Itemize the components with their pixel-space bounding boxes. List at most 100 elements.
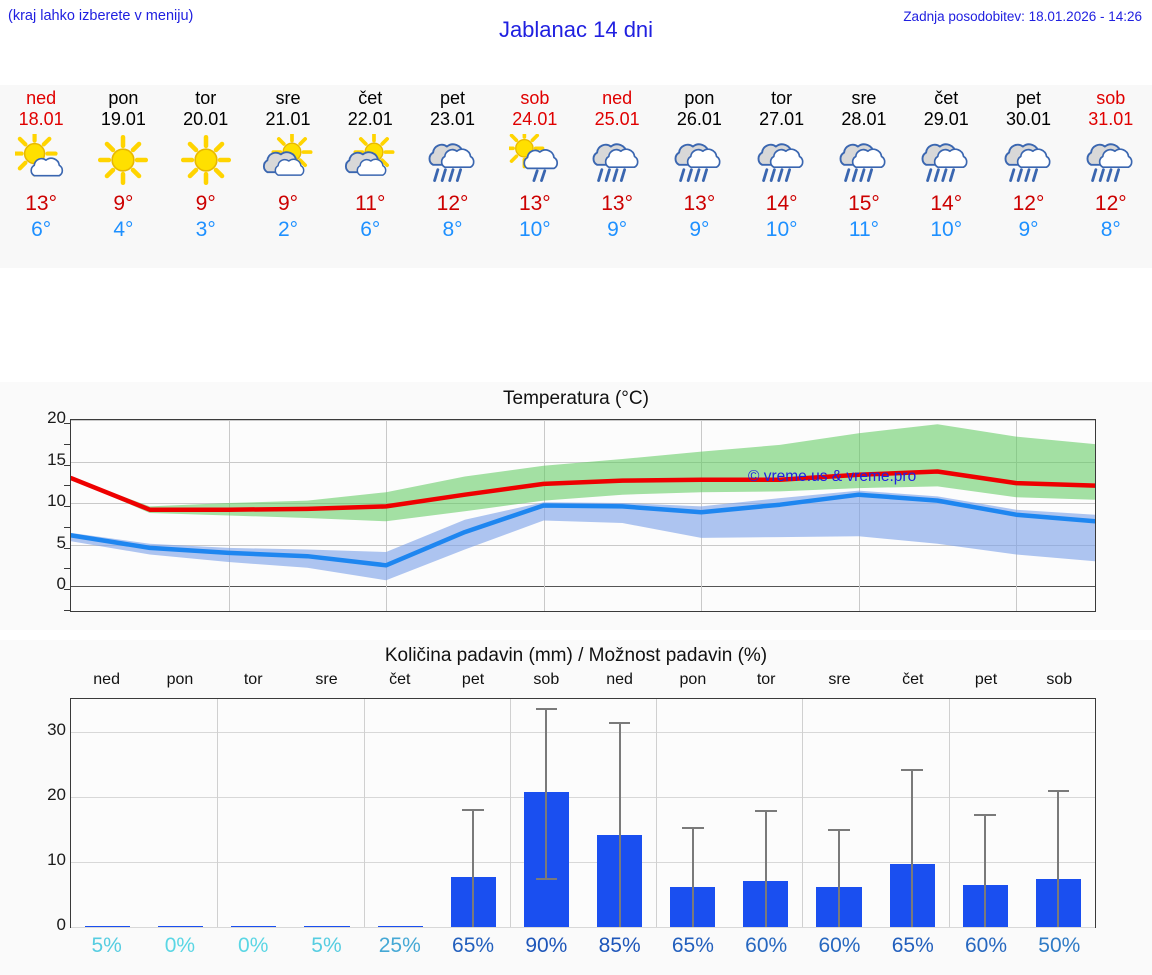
precipitation-error-bar xyxy=(618,721,621,927)
temperature-y-tick-mark xyxy=(64,589,70,591)
day-name: sre xyxy=(275,88,301,108)
temperature-y-tick-mark xyxy=(64,485,70,487)
day-temp-min: 9° xyxy=(689,218,710,241)
precipitation-bar[interactable] xyxy=(84,925,131,927)
day-temp-min: 9° xyxy=(1018,218,1039,241)
day-temp-max: 14° xyxy=(765,192,798,215)
cloud-rain-icon xyxy=(920,133,972,187)
forecast-day-13[interactable]: sob 31.01 12° 8° xyxy=(1070,85,1152,268)
day-temp-min: 4° xyxy=(113,218,134,241)
min-temperature-line xyxy=(71,492,1095,568)
precipitation-error-bar xyxy=(911,768,914,927)
precipitation-y-tick-label: 10 xyxy=(47,849,66,869)
day-name: tor xyxy=(195,88,217,108)
day-name: sob xyxy=(1096,88,1126,108)
day-temp-min: 10° xyxy=(930,218,963,241)
temperature-chart-title: Temperatura (°C) xyxy=(503,388,649,409)
temperature-plot-area xyxy=(70,419,1096,612)
day-date: 31.01 xyxy=(1088,109,1134,129)
precipitation-gridline xyxy=(71,927,1095,928)
precipitation-day-label-2: tor xyxy=(243,671,263,688)
precipitation-probability-0: 5% xyxy=(91,934,122,957)
day-temp-max: 12° xyxy=(436,192,469,215)
day-temp-min: 10° xyxy=(765,218,798,241)
precipitation-gridline-vertical xyxy=(948,699,950,927)
forecast-day-11[interactable]: čet 29.01 14° 10° xyxy=(905,85,987,268)
precipitation-day-label-7: ned xyxy=(606,671,633,688)
forecast-day-3[interactable]: sre 21.01 9° 2° xyxy=(247,85,329,268)
cloud-rain-icon xyxy=(838,133,890,187)
day-temp-min: 6° xyxy=(360,218,381,241)
precipitation-bar[interactable] xyxy=(158,925,204,927)
day-temp-max: 13° xyxy=(601,192,633,215)
precipitation-bar[interactable] xyxy=(304,925,350,927)
day-temp-max: 14° xyxy=(930,192,963,215)
precipitation-error-cap-top xyxy=(608,721,631,724)
forecast-day-5[interactable]: pet 23.01 12° 8° xyxy=(411,85,493,268)
precipitation-probability-1: 0% xyxy=(164,934,196,957)
forecast-day-10[interactable]: sre 28.01 15° 11° xyxy=(823,85,905,268)
forecast-day-12[interactable]: pet 30.01 12° 9° xyxy=(987,85,1069,268)
precipitation-day-label-8: pon xyxy=(679,671,707,688)
precipitation-probability-8: 65% xyxy=(671,934,714,957)
temperature-y-tick-mark xyxy=(64,568,70,570)
forecast-day-7[interactable]: ned 25.01 13° 9° xyxy=(576,85,658,268)
precipitation-probability-10: 60% xyxy=(818,934,861,957)
precipitation-probability-4: 25% xyxy=(378,934,421,957)
cloud-sun-icon xyxy=(344,133,396,187)
precipitation-probability-3: 5% xyxy=(311,934,342,957)
precipitation-day-label-4: čet xyxy=(389,671,411,688)
precipitation-error-bar xyxy=(764,810,767,927)
forecast-day-6[interactable]: sob 24.01 13° 10° xyxy=(494,85,576,268)
day-name: sre xyxy=(851,88,877,108)
sun-cloud-rain-icon xyxy=(508,133,561,187)
day-date: 22.01 xyxy=(347,109,393,129)
day-date: 24.01 xyxy=(512,109,558,129)
temperature-gridline xyxy=(71,544,1095,546)
precipitation-day-label-0: ned xyxy=(93,671,120,688)
day-temp-max: 12° xyxy=(1094,192,1127,215)
precipitation-gridline-vertical xyxy=(509,699,511,927)
precipitation-y-tick-label: 30 xyxy=(47,719,66,739)
precipitation-probability-row: 5% 0% 0% 5% 25% 65% 90% 85% 65% 60% 60% 65% 60% 50% xyxy=(70,934,1096,970)
day-temp-max: 11° xyxy=(355,192,386,215)
precipitation-y-tick-label: 0 xyxy=(56,915,66,934)
forecast-day-9[interactable]: tor 27.01 14° 10° xyxy=(741,85,823,268)
temperature-gridline xyxy=(71,586,1095,588)
precipitation-probability-13: 50% xyxy=(1038,934,1081,957)
day-temp-max: 13° xyxy=(683,192,716,215)
day-temp-max: 13° xyxy=(518,192,551,215)
day-temp-min: 3° xyxy=(195,218,216,241)
day-name: sob xyxy=(520,88,550,108)
precipitation-probability-2: 0% xyxy=(238,934,269,957)
precipitation-gridline xyxy=(71,796,1095,798)
forecast-day-2[interactable]: tor 20.01 9° 3° xyxy=(165,85,247,268)
precipitation-error-bar xyxy=(984,814,987,927)
day-temp-min: 8° xyxy=(1100,218,1121,241)
temperature-y-tick-mark xyxy=(64,526,70,528)
precipitation-gridline-vertical xyxy=(363,699,365,927)
max-temperature-line xyxy=(71,469,1095,512)
cloud-rain-icon xyxy=(756,133,808,187)
forecast-day-8[interactable]: pon 26.01 13° 9° xyxy=(658,85,740,268)
sun-cloud-icon xyxy=(15,133,67,187)
watermark-text: © vreme.us & vreme.pro xyxy=(748,468,917,485)
forecast-day-4[interactable]: čet 22.01 11° 6° xyxy=(329,85,411,268)
cloud-rain-icon xyxy=(1003,133,1055,187)
precipitation-error-cap-top xyxy=(974,814,997,817)
temperature-series-svg xyxy=(71,424,1095,581)
forecast-day-1[interactable]: pon 19.01 9° 4° xyxy=(82,85,164,268)
precipitation-day-label-9: tor xyxy=(756,671,776,688)
precipitation-bar[interactable] xyxy=(377,925,423,927)
precipitation-bar[interactable] xyxy=(231,925,277,927)
precipitation-error-cap-top xyxy=(754,810,777,813)
day-temp-max: 12° xyxy=(1012,192,1045,215)
precipitation-gridline xyxy=(71,731,1095,733)
precipitation-chart-section: Količina padavin (mm) / Možnost padavin … xyxy=(0,640,1152,975)
precipitation-gridline-vertical xyxy=(656,699,658,927)
forecast-day-0[interactable]: ned 18.01 13° 6° xyxy=(0,85,82,268)
max-temperature-band xyxy=(71,424,1095,522)
precipitation-error-cap-top xyxy=(681,826,704,829)
cloud-sun-icon xyxy=(262,133,314,187)
day-temp-min: 8° xyxy=(442,218,463,241)
